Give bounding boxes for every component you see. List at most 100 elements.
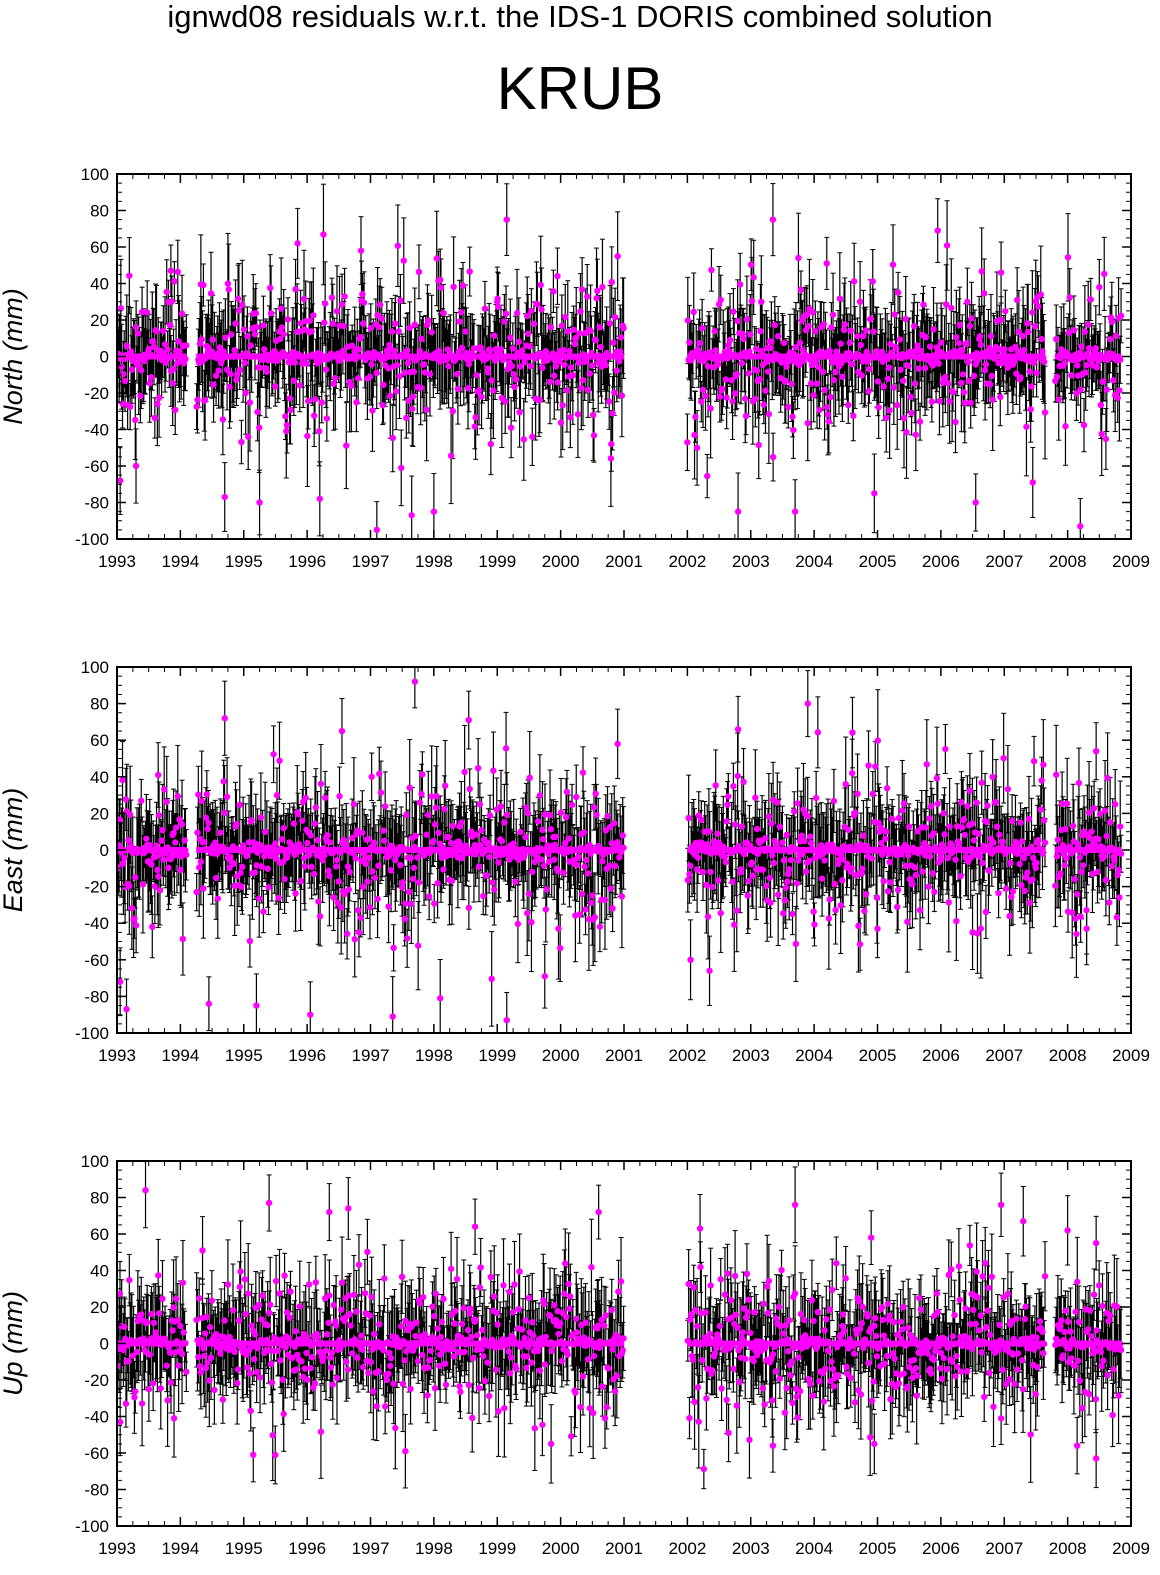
data-point bbox=[964, 298, 971, 306]
data-point bbox=[785, 357, 793, 365]
data-point bbox=[277, 305, 285, 312]
y-tick-label: -80 bbox=[84, 494, 109, 513]
data-point bbox=[1068, 372, 1075, 379]
data-point bbox=[374, 311, 381, 319]
data-point bbox=[893, 345, 900, 352]
data-point bbox=[256, 424, 263, 431]
data-point bbox=[613, 367, 621, 374]
data-point bbox=[231, 346, 238, 354]
data-point bbox=[946, 398, 953, 405]
data-point bbox=[341, 293, 348, 300]
data-point bbox=[1073, 390, 1080, 397]
data-point bbox=[717, 296, 724, 304]
data-point bbox=[516, 409, 523, 416]
data-point bbox=[352, 355, 359, 363]
data-point bbox=[458, 344, 466, 352]
data-point bbox=[562, 313, 569, 321]
data-point bbox=[564, 328, 571, 335]
data-point bbox=[1114, 394, 1121, 402]
data-point bbox=[739, 330, 746, 338]
y-tick-label: -100 bbox=[75, 530, 109, 549]
data-point bbox=[433, 255, 440, 262]
data-point bbox=[401, 369, 408, 376]
data-point bbox=[618, 392, 626, 399]
data-point bbox=[567, 364, 575, 371]
data-point bbox=[584, 386, 592, 394]
data-point bbox=[1085, 345, 1093, 352]
data-point bbox=[1077, 523, 1084, 530]
y-tick-label: 100 bbox=[81, 165, 109, 184]
data-point bbox=[138, 367, 145, 374]
data-point bbox=[847, 327, 854, 335]
data-point bbox=[339, 347, 347, 355]
data-point bbox=[821, 386, 828, 394]
data-point bbox=[711, 327, 719, 335]
data-point bbox=[449, 407, 457, 415]
data-point bbox=[922, 333, 930, 341]
data-point bbox=[428, 329, 435, 336]
data-point bbox=[863, 348, 871, 356]
data-point bbox=[875, 404, 882, 411]
data-point bbox=[355, 346, 363, 353]
data-point bbox=[236, 366, 243, 374]
data-point bbox=[367, 325, 374, 332]
data-point bbox=[426, 370, 434, 378]
data-point bbox=[845, 349, 853, 357]
data-point bbox=[903, 429, 910, 436]
data-point bbox=[1066, 294, 1073, 301]
data-point bbox=[707, 405, 714, 412]
data-point bbox=[478, 393, 485, 400]
data-point bbox=[978, 268, 985, 275]
data-point bbox=[803, 311, 811, 318]
data-point bbox=[201, 396, 209, 404]
data-point bbox=[578, 286, 586, 293]
data-point bbox=[864, 358, 871, 365]
data-point bbox=[507, 424, 515, 431]
data-point bbox=[121, 377, 129, 385]
data-point bbox=[570, 326, 577, 333]
data-point bbox=[1014, 348, 1022, 355]
data-point bbox=[291, 359, 298, 366]
data-point bbox=[282, 413, 289, 420]
data-point bbox=[398, 464, 405, 472]
data-point bbox=[1096, 351, 1104, 358]
data-point bbox=[1053, 336, 1060, 343]
data-point bbox=[986, 344, 993, 352]
data-point bbox=[1035, 303, 1042, 310]
data-point bbox=[311, 396, 319, 403]
data-point bbox=[607, 455, 615, 462]
data-point bbox=[275, 355, 282, 363]
data-point bbox=[252, 310, 260, 317]
data-point bbox=[1106, 336, 1114, 343]
data-point bbox=[1031, 322, 1039, 330]
data-point bbox=[1117, 312, 1125, 320]
data-point bbox=[937, 339, 945, 346]
data-point bbox=[982, 361, 990, 368]
data-point bbox=[445, 362, 452, 370]
data-point bbox=[890, 384, 898, 391]
x-tick-label: 2000 bbox=[542, 552, 580, 571]
data-point bbox=[319, 356, 326, 363]
data-point bbox=[936, 397, 943, 405]
data-point bbox=[815, 363, 822, 371]
data-point bbox=[430, 508, 438, 515]
data-point bbox=[714, 361, 722, 368]
data-point bbox=[828, 324, 835, 331]
data-point bbox=[734, 317, 741, 325]
data-point bbox=[823, 260, 830, 267]
data-point bbox=[353, 399, 360, 406]
data-point bbox=[340, 322, 347, 330]
data-point bbox=[611, 313, 619, 321]
data-point bbox=[1084, 350, 1091, 357]
data-point bbox=[520, 436, 528, 443]
data-point bbox=[497, 346, 505, 353]
data-point bbox=[272, 383, 279, 390]
data-point bbox=[726, 336, 734, 344]
data-point bbox=[723, 394, 730, 401]
data-point bbox=[232, 320, 239, 327]
data-point bbox=[606, 398, 613, 405]
data-point bbox=[1037, 291, 1044, 298]
data-point bbox=[378, 315, 385, 322]
data-point bbox=[404, 359, 412, 367]
